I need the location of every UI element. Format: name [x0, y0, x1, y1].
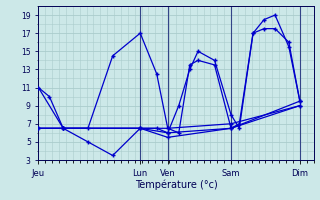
X-axis label: Température (°c): Température (°c) [135, 179, 217, 190]
